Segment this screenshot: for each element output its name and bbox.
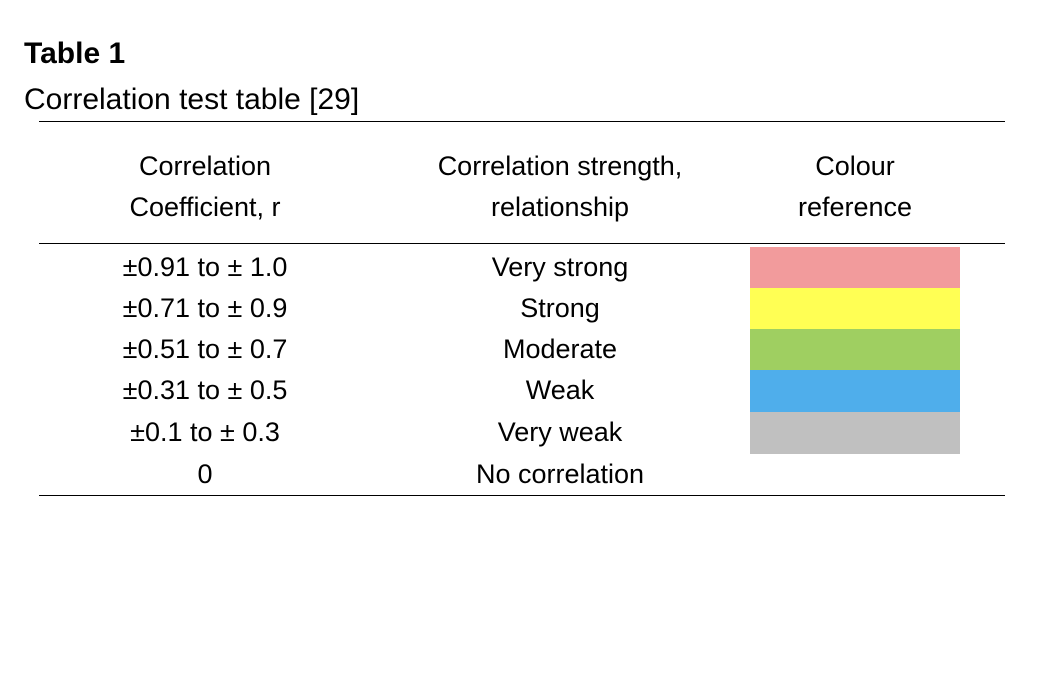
header-colour: Colour reference <box>750 146 960 228</box>
table-row: 0 No correlation <box>0 454 1052 495</box>
header-coefficient-line2: Coefficient, r <box>129 192 281 222</box>
coefficient-cell: 0 <box>197 459 213 489</box>
table-row: ±0.71 to ± 0.9 Strong <box>0 288 1052 330</box>
header-strength: Correlation strength, relationship <box>370 146 750 228</box>
header-coefficient-line1: Correlation <box>138 151 272 181</box>
table-header-rule <box>39 243 1005 244</box>
header-colour-line1: Colour <box>815 151 895 181</box>
colour-swatch <box>750 288 960 330</box>
table-row: ±0.91 to ± 1.0 Very strong <box>0 247 1052 289</box>
header-colour-line2: reference <box>797 192 913 222</box>
coefficient-cell: ±0.71 to ± 0.9 <box>122 293 288 323</box>
header-strength-line2: relationship <box>490 192 630 222</box>
coefficient-cell: ±0.1 to ± 0.3 <box>130 417 280 447</box>
strength-cell: Strong <box>520 293 600 323</box>
colour-swatch <box>750 247 960 289</box>
table-bottom-rule <box>39 495 1005 496</box>
table-row: ±0.31 to ± 0.5 Weak <box>0 370 1052 412</box>
colour-swatch <box>750 412 960 454</box>
strength-cell: Very strong <box>491 252 629 282</box>
table-caption: Correlation test table [29] <box>24 83 360 116</box>
header-coefficient: Correlation Coefficient, r <box>40 146 370 228</box>
strength-cell: Weak <box>525 375 595 405</box>
table-row: ±0.1 to ± 0.3 Very weak <box>0 412 1052 454</box>
coefficient-cell: ±0.91 to ± 1.0 <box>122 252 288 282</box>
strength-cell: Moderate <box>502 334 618 364</box>
colour-swatch <box>750 329 960 371</box>
coefficient-cell: ±0.31 to ± 0.5 <box>122 375 288 405</box>
colour-swatch <box>750 370 960 412</box>
strength-cell: No correlation <box>475 459 645 489</box>
colour-swatch <box>750 454 960 496</box>
table-row: ±0.51 to ± 0.7 Moderate <box>0 329 1052 371</box>
table-top-rule <box>39 121 1005 122</box>
table-number: Table 1 <box>24 37 126 70</box>
strength-cell: Very weak <box>497 417 623 447</box>
header-strength-line1: Correlation strength, <box>437 151 683 181</box>
coefficient-cell: ±0.51 to ± 0.7 <box>122 334 288 364</box>
